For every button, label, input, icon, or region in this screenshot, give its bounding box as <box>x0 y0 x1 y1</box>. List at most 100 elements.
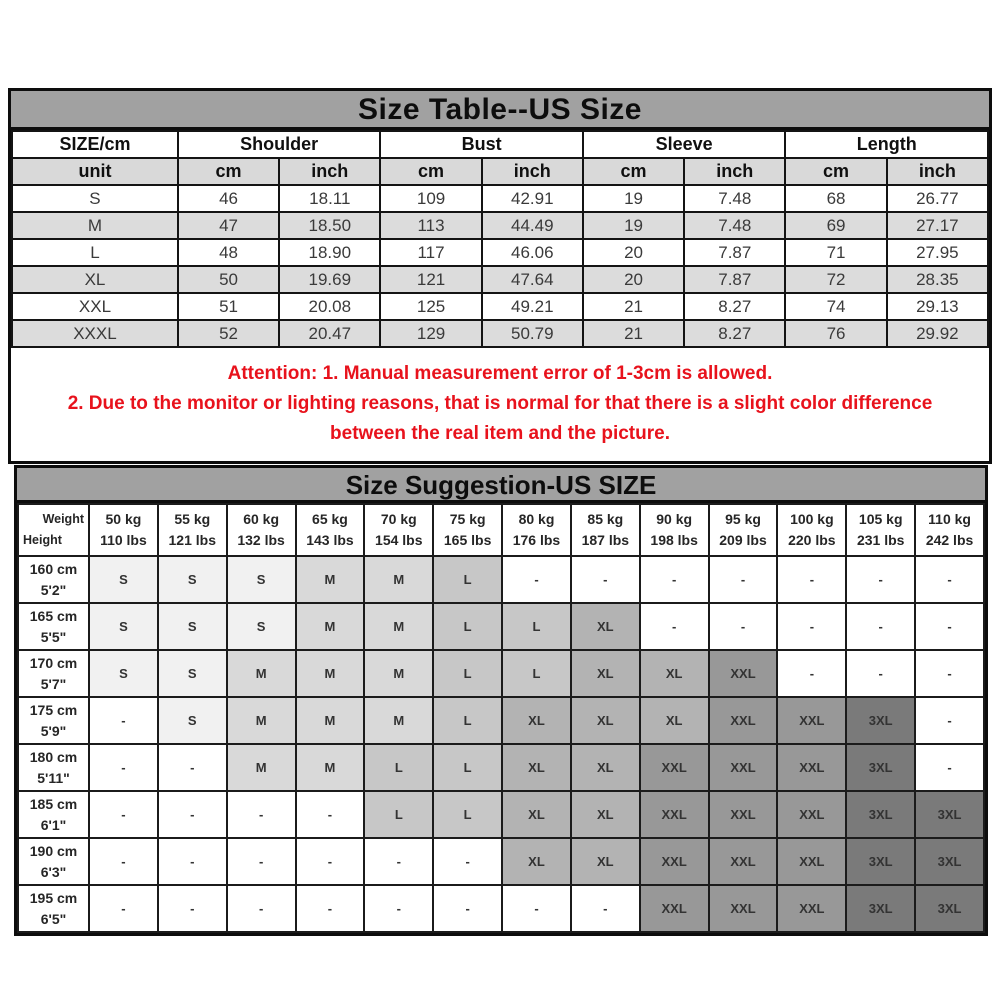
size-table-grid: SIZE/cm Shoulder Bust Sleeve Length unit cm inc… <box>11 130 990 348</box>
suggestion-cell: L <box>432 555 504 604</box>
suggestion-cell: L <box>501 602 572 651</box>
suggestion-cell: S <box>225 555 297 604</box>
weight-lbs: 165 lbs <box>443 532 492 548</box>
suggestion-cell: XXL <box>707 743 779 792</box>
height-row-195cm: 195 cm 6'5" - - - - - - - - XXL XXL XXL 3XL 3XL <box>17 884 985 933</box>
weight-header-11: 105 kg 231 lbs <box>845 503 917 557</box>
suggestion-cell: - <box>88 696 159 745</box>
suggestion-cell: - <box>638 555 710 604</box>
height-cm: 170 cm <box>29 655 78 672</box>
height-cm: 190 cm <box>29 843 78 860</box>
suggestion-cell: L <box>432 743 504 792</box>
suggestion-cell: - <box>776 555 848 604</box>
suggestion-cell: XL <box>501 837 572 886</box>
size-cell: 42.91 <box>480 184 584 213</box>
size-cell: 47 <box>176 211 281 240</box>
suggestion-cell: - <box>156 837 228 886</box>
suggestion-cell: XL <box>569 696 641 745</box>
suggestion-cell: S <box>156 649 228 698</box>
size-col-header: SIZE/cm <box>11 130 179 159</box>
suggestion-cell: L <box>432 790 504 839</box>
suggestion-cell: M <box>294 696 366 745</box>
size-row-xxl: XXL 51 20.08 125 49.21 21 8.27 74 29.13 <box>11 292 990 321</box>
group-header-bust: Bust <box>379 130 584 159</box>
suggestion-cell: - <box>914 743 985 792</box>
weight-kg: 70 kg <box>380 511 417 527</box>
weight-header-2: 60 kg 132 lbs <box>225 503 297 557</box>
suggestion-cell: - <box>569 884 641 933</box>
unit-label: unit <box>11 157 179 186</box>
size-cell: 7.87 <box>683 238 787 267</box>
size-cell: 18.11 <box>278 184 382 213</box>
height-ft: 6'1" <box>40 816 67 833</box>
size-cell: 69 <box>784 211 888 240</box>
suggestion-cell: L <box>432 649 504 698</box>
weight-lbs: 121 lbs <box>168 532 216 548</box>
suggestion-cell: - <box>501 884 572 933</box>
suggestion-cell: - <box>707 555 779 604</box>
suggestion-cell: - <box>156 743 228 792</box>
unit-col-7: inch <box>885 157 990 186</box>
suggestion-cell: - <box>914 696 985 745</box>
suggestion-cell: - <box>294 884 366 933</box>
height-label: 190 cm 6'3" <box>17 837 90 886</box>
size-cell: 20.08 <box>278 292 382 321</box>
size-cell: 27.17 <box>885 211 990 240</box>
unit-col-5: inch <box>683 157 787 186</box>
unit-col-2: cm <box>379 157 483 186</box>
size-cell: 68 <box>784 184 888 213</box>
size-cell: 21 <box>581 292 686 321</box>
height-cm: 180 cm <box>29 749 78 766</box>
height-label: 165 cm 5'5" <box>17 602 90 651</box>
weight-header-8: 90 kg 198 lbs <box>638 503 710 557</box>
suggestion-cell: XL <box>501 790 572 839</box>
height-row-185cm: 185 cm 6'1" - - - - L L XL XL XXL XXL XXL 3XL 3XL <box>17 790 985 839</box>
size-cell: 44.49 <box>480 211 584 240</box>
suggestion-cell: XXL <box>776 743 848 792</box>
unit-col-1: inch <box>278 157 382 186</box>
suggestion-cell: - <box>156 790 228 839</box>
weight-header-6: 80 kg 176 lbs <box>501 503 572 557</box>
group-header-row: SIZE/cm Shoulder Bust Sleeve Length <box>11 130 989 159</box>
height-ft: 6'3" <box>40 863 67 880</box>
weight-header-0: 50 kg 110 lbs <box>88 503 159 557</box>
suggestion-cell: XXL <box>638 743 710 792</box>
size-cell: 76 <box>784 319 888 348</box>
size-row-xxxl: XXXL 52 20.47 129 50.79 21 8.27 76 29.92 <box>11 319 990 348</box>
weight-header-7: 85 kg 187 lbs <box>569 503 641 557</box>
height-ft: 5'11" <box>37 769 70 786</box>
unit-col-0: cm <box>176 157 281 186</box>
weight-header-9: 95 kg 209 lbs <box>707 503 779 557</box>
suggestion-cell: - <box>88 884 159 933</box>
suggestion-cell: M <box>294 602 366 651</box>
weight-lbs: 187 lbs <box>581 532 630 548</box>
suggestion-cell: - <box>914 602 985 651</box>
suggestion-cell: - <box>363 884 435 933</box>
size-cell: 49.21 <box>480 292 584 321</box>
height-label: 170 cm 5'7" <box>17 649 90 698</box>
suggestion-cell: XXL <box>776 696 848 745</box>
size-cell: 20 <box>581 265 686 294</box>
size-cell: 50 <box>176 265 281 294</box>
weight-height-corner: Weight Height <box>17 503 90 557</box>
size-row-xl: XL 50 19.69 121 47.64 20 7.87 72 28.35 <box>11 265 990 294</box>
suggestion-cell: XL <box>501 696 572 745</box>
height-label: 175 cm 5'9" <box>17 696 90 745</box>
suggestion-cell: 3XL <box>845 696 917 745</box>
suggestion-cell: - <box>225 837 297 886</box>
suggestion-cell: XL <box>569 649 641 698</box>
size-cell: 51 <box>176 292 281 321</box>
suggestion-cell: XXL <box>707 884 779 933</box>
height-row-165cm: 165 cm 5'5" S S S M M L L XL - - - - - <box>17 602 985 651</box>
suggestion-cell: - <box>294 837 366 886</box>
size-cell: 50.79 <box>480 319 584 348</box>
suggestion-cell: L <box>363 743 435 792</box>
suggestion-cell: XL <box>569 743 641 792</box>
suggestion-cell: XL <box>638 696 710 745</box>
size-cell: 47.64 <box>480 265 584 294</box>
weight-kg: 90 kg <box>656 511 693 527</box>
height-label: 180 cm 5'11" <box>17 743 90 792</box>
size-row-m: M 47 18.50 113 44.49 19 7.48 69 27.17 <box>11 211 990 240</box>
size-cell: 7.87 <box>683 265 787 294</box>
suggestion-cell: - <box>225 884 297 933</box>
